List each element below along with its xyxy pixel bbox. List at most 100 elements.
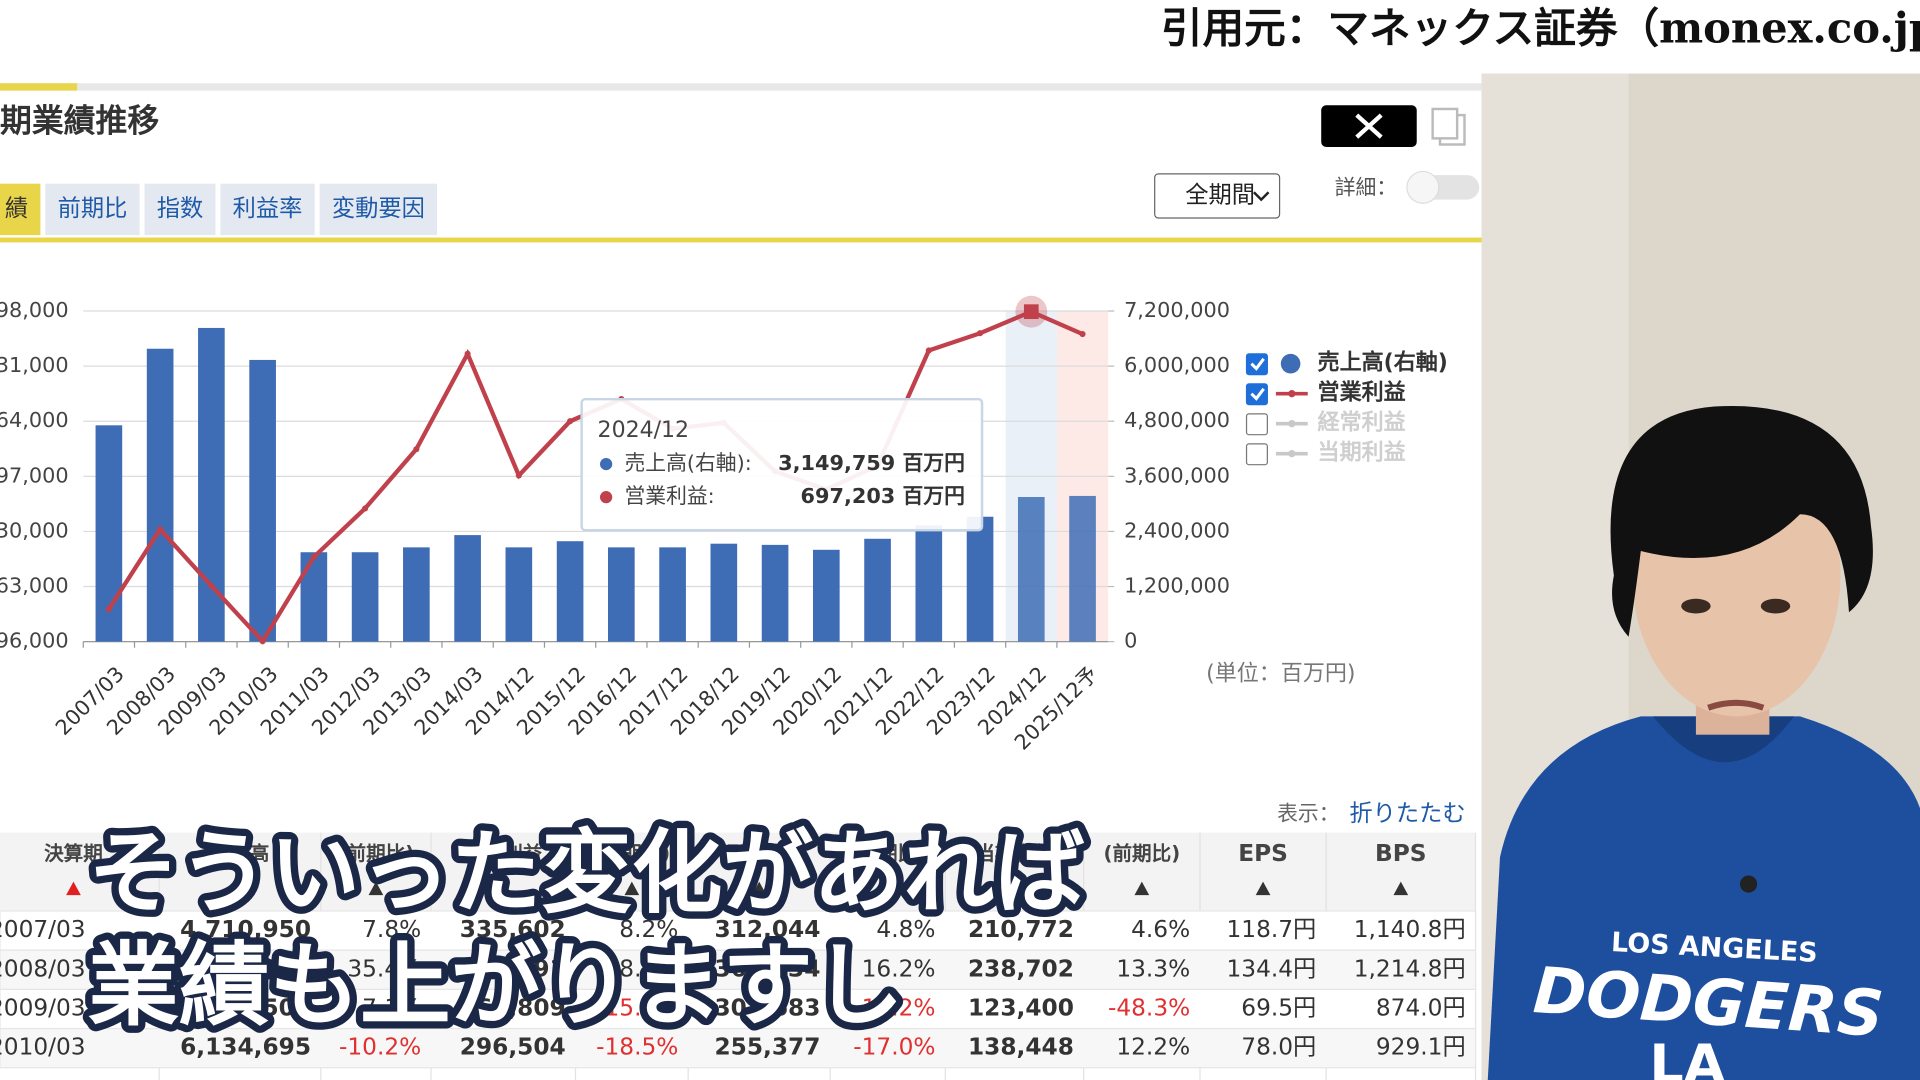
- y2-tick-label: 7,200,000: [1124, 298, 1230, 322]
- table-cell: 6,378,626: [180, 955, 311, 982]
- copy-icon: [1431, 107, 1459, 140]
- table-cell: 362,834: [715, 955, 821, 982]
- tab[interactable]: [319, 183, 438, 236]
- table-cell: 28.9%: [604, 955, 678, 982]
- hoodie: [1487, 716, 1920, 1080]
- legend-checkbox[interactable]: [1245, 353, 1268, 376]
- period-select[interactable]: [1154, 173, 1281, 219]
- toggle-knob: [1406, 170, 1440, 204]
- bar: [608, 547, 635, 642]
- table-header-bg: [0, 832, 1476, 914]
- table-header: 売上高: [211, 842, 270, 865]
- table-cell: 4,710,950: [180, 916, 311, 943]
- table-header: BPS: [1375, 840, 1427, 867]
- sort-arrow[interactable]: [1255, 881, 1271, 896]
- table-cell: 35.4%: [347, 955, 421, 982]
- table-cell: 238,702: [968, 955, 1074, 982]
- table-cell: 123,400: [968, 994, 1074, 1021]
- y-tick-label: 296,000: [0, 629, 69, 653]
- point: [105, 606, 112, 613]
- table-row: [0, 949, 1477, 990]
- table-row: [0, 988, 1477, 1030]
- period-label: 全期間: [1185, 181, 1255, 208]
- bar: [505, 547, 533, 642]
- table-row: [0, 910, 1477, 951]
- bar: [812, 549, 840, 642]
- tab[interactable]: [144, 183, 216, 236]
- subtitle-line: 業績も上がりますし: [88, 934, 903, 1039]
- sort-arrow[interactable]: [1134, 881, 1150, 896]
- y2-tick-label: 0: [1124, 629, 1137, 653]
- tab[interactable]: [45, 183, 140, 236]
- sort-arrow[interactable]: [66, 881, 81, 896]
- sort-arrow[interactable]: [1007, 881, 1022, 896]
- point: [515, 472, 522, 479]
- mouth: [1707, 699, 1765, 711]
- tab[interactable]: [0, 183, 41, 236]
- table-cell: -15.9%: [596, 994, 678, 1021]
- table-header: (前期比): [338, 842, 415, 865]
- detail-label: 詳細：: [1335, 176, 1397, 200]
- bar: [556, 541, 584, 642]
- table-cell: 929.1円: [1376, 1034, 1466, 1061]
- table-cell: -18.5%: [596, 1034, 678, 1061]
- table-header: 当期利益: [975, 842, 1054, 865]
- table-cell: 432,591: [460, 955, 566, 982]
- bar: [300, 552, 328, 642]
- tooltip-value: 3,149,759 百万円: [778, 451, 965, 475]
- tooltip-value: 697,203 百万円: [801, 484, 965, 508]
- legend-dot: [1288, 450, 1296, 458]
- table-cell: 16.2%: [862, 955, 936, 982]
- check: [1250, 357, 1265, 371]
- legend-checkbox[interactable]: [1245, 383, 1268, 406]
- legend-checkbox[interactable]: [1245, 443, 1268, 466]
- table-cell: 13.3%: [1116, 955, 1190, 982]
- table-cell: 134.4円: [1227, 955, 1317, 982]
- point: [413, 446, 420, 453]
- bar: [761, 544, 789, 642]
- hoodie-text: LA: [1649, 1032, 1725, 1080]
- table-cell: 2010/03: [0, 1034, 86, 1061]
- table-cell: -48.3%: [1108, 994, 1190, 1021]
- legend-label[interactable]: 当期利益: [1318, 440, 1406, 466]
- sort-arrow[interactable]: [624, 881, 640, 896]
- legend-label[interactable]: 経常利益: [1318, 410, 1406, 436]
- sort-arrow[interactable]: [232, 881, 248, 896]
- progress-track: [0, 83, 1482, 91]
- point: [208, 582, 215, 589]
- legend-label[interactable]: 営業利益: [1318, 380, 1406, 406]
- sort-arrow[interactable]: [880, 881, 896, 896]
- y-tick-label: 698,000: [0, 298, 69, 322]
- y-tick-label: 631,000: [0, 353, 69, 377]
- panel-title: 期業績推移: [0, 101, 159, 139]
- table-header: (前期比): [849, 842, 926, 865]
- bar: [146, 348, 174, 642]
- table-cell: 4.6%: [1131, 916, 1190, 943]
- eye: [1681, 598, 1711, 614]
- tab[interactable]: [220, 183, 315, 236]
- legend-dot: [1288, 420, 1296, 428]
- legend-label[interactable]: 売上高(右軸): [1318, 350, 1448, 376]
- table-cell: 8.2%: [619, 916, 678, 943]
- table: 決算期 売上高 (前期比) 営業利益 (前期比) 経常利益 (前期比) 当期利益 (前期比) EP…: [0, 832, 1477, 1080]
- table-cell: 2007/03: [0, 916, 86, 943]
- table-cell: 118.7円: [1227, 916, 1317, 943]
- sort-arrow[interactable]: [495, 881, 511, 896]
- point: [976, 330, 984, 337]
- legend-checkbox[interactable]: [1245, 413, 1268, 436]
- tooltip-label: 売上高(右軸):: [624, 451, 751, 475]
- tooltip-dot: [600, 491, 613, 504]
- sort-arrow[interactable]: [751, 881, 767, 896]
- tooltip-label: 営業利益:: [624, 484, 714, 508]
- point: [310, 553, 317, 560]
- bar: [710, 543, 738, 642]
- table-cell: 363,809: [460, 994, 566, 1021]
- bar: [864, 538, 891, 642]
- y-tick-label: 430,000: [0, 518, 69, 542]
- table-cell: 69.5円: [1241, 994, 1316, 1021]
- sort-arrow[interactable]: [1393, 881, 1409, 896]
- bar: [403, 547, 430, 642]
- sort-arrow[interactable]: [368, 881, 384, 896]
- collapse-link[interactable]: 折りたたむ: [1349, 800, 1465, 827]
